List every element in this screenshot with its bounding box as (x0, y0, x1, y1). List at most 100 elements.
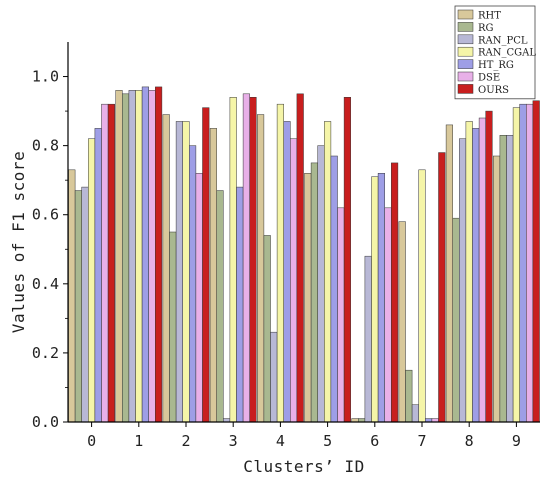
y-tick-label: 0.6 (32, 206, 59, 224)
bar-ran-cgal-cluster-8 (465, 121, 473, 423)
bar-ours-cluster-5 (343, 97, 351, 423)
bar-ht-rg-cluster-9 (519, 103, 527, 423)
legend-swatch-rg (457, 22, 474, 32)
bar-ran-cgal-cluster-3 (229, 97, 237, 423)
legend-label-dse: DSE (478, 73, 500, 84)
x-axis-title: Clusters’ ID (243, 457, 365, 476)
bar-rht-cluster-9 (493, 155, 501, 423)
bar-ours-cluster-1 (155, 86, 163, 423)
x-tick-label: 9 (512, 432, 521, 450)
bar-ours-cluster-4 (296, 93, 304, 423)
bars-layer (68, 86, 540, 423)
y-tick-label: 0.2 (32, 344, 59, 362)
bar-ours-cluster-7 (438, 152, 446, 423)
bar-ran-pcl-cluster-5 (317, 145, 325, 423)
x-tick-label: 1 (134, 432, 143, 450)
legend-label-ran-cgal: RAN_CGAL (478, 48, 536, 59)
bar-ran-pcl-cluster-2 (175, 121, 183, 423)
x-tick-label: 2 (181, 432, 190, 450)
x-tick-label: 3 (229, 432, 238, 450)
legend-swatch-ours (457, 84, 474, 94)
legend-swatch-ran-cgal (457, 46, 474, 57)
bar-ran-pcl-cluster-6 (364, 255, 372, 423)
bar-rht-cluster-1 (115, 90, 123, 423)
legend-label-ht-rg: HT_RG (478, 60, 514, 71)
bar-dse-cluster-4 (290, 138, 298, 423)
bar-dse-cluster-9 (526, 103, 534, 423)
bar-dse-cluster-8 (478, 117, 486, 423)
bar-ht-rg-cluster-4 (283, 121, 291, 423)
bar-ran-pcl-cluster-8 (459, 138, 467, 423)
bar-ours-cluster-9 (532, 100, 540, 423)
bar-ran-pcl-cluster-1 (128, 90, 136, 423)
bar-ht-rg-cluster-8 (472, 128, 480, 423)
bar-rg-cluster-9 (499, 135, 507, 423)
y-tick-label: 0.8 (32, 137, 59, 155)
bar-rht-cluster-3 (209, 128, 217, 423)
x-tick-label: 7 (417, 432, 426, 450)
bar-ran-cgal-cluster-4 (276, 103, 284, 423)
bar-dse-cluster-1 (148, 90, 156, 423)
bar-ran-cgal-cluster-5 (324, 121, 332, 423)
bar-ours-cluster-0 (107, 103, 115, 423)
bar-rg-cluster-2 (169, 231, 177, 423)
x-tick-label: 0 (87, 432, 96, 450)
x-tick-label: 4 (276, 432, 285, 450)
bar-ran-cgal-cluster-9 (512, 107, 520, 423)
x-tick-label: 5 (323, 432, 332, 450)
bar-ours-cluster-2 (202, 107, 210, 423)
y-tick-label: 0.4 (32, 275, 59, 293)
bar-ran-cgal-cluster-6 (371, 176, 379, 423)
bar-ran-pcl-cluster-0 (81, 186, 89, 423)
legend-swatch-ran-pcl (457, 34, 474, 45)
bar-rg-cluster-5 (310, 162, 318, 423)
bar-rht-cluster-8 (445, 124, 453, 423)
bar-rg-cluster-3 (216, 190, 224, 423)
bar-dse-cluster-3 (242, 93, 250, 423)
bar-rg-cluster-1 (122, 93, 130, 423)
bar-ran-cgal-cluster-1 (135, 90, 143, 423)
bar-ht-rg-cluster-2 (189, 145, 197, 423)
bar-rht-cluster-7 (398, 221, 406, 423)
x-tick-label: 8 (465, 432, 474, 450)
axes-layer (67, 42, 540, 423)
bar-rht-cluster-2 (162, 114, 170, 423)
bar-ht-rg-cluster-6 (377, 173, 385, 423)
legend-label-ran-pcl: RAN_PCL (478, 35, 528, 46)
bar-dse-cluster-6 (384, 207, 392, 423)
bar-dse-cluster-5 (337, 207, 345, 423)
y-tick-label: 0.0 (32, 413, 59, 431)
bar-ht-rg-cluster-3 (236, 186, 244, 423)
legend-swatch-rht (457, 9, 474, 20)
x-tick-label: 6 (370, 432, 379, 450)
bar-rht-cluster-5 (304, 173, 312, 423)
y-tick-label: 1.0 (32, 68, 59, 86)
legend-label-ours: OURS (478, 85, 509, 96)
legend-swatch-dse (457, 71, 474, 82)
bar-dse-cluster-2 (195, 173, 203, 423)
bar-rg-cluster-0 (74, 190, 82, 423)
bar-rg-cluster-8 (452, 217, 460, 423)
y-axis-title: Values of F1 score (9, 151, 28, 333)
bar-rht-cluster-4 (257, 114, 265, 423)
bar-ran-cgal-cluster-2 (182, 121, 190, 423)
bar-ht-rg-cluster-5 (330, 155, 338, 423)
bar-rg-cluster-4 (263, 235, 271, 423)
bar-ht-rg-cluster-1 (141, 86, 149, 423)
legend-label-rg: RG (478, 23, 494, 34)
bar-dse-cluster-0 (101, 103, 109, 423)
bar-rg-cluster-7 (405, 369, 413, 423)
bar-ran-pcl-cluster-7 (411, 404, 419, 423)
legend-label-rht: RHT (478, 11, 501, 22)
bar-ran-pcl-cluster-9 (506, 135, 514, 423)
ticks-layer: 0.0 0.2 0.4 0.6 0.8 1.0 0 1 2 3 4 5 6 7 8 9 (32, 68, 521, 450)
bar-ours-cluster-3 (249, 97, 257, 423)
legend-swatch-ht-rg (457, 59, 474, 69)
bar-ours-cluster-8 (485, 110, 493, 423)
bar-ht-rg-cluster-0 (94, 128, 102, 423)
bar-ran-cgal-cluster-7 (418, 169, 426, 423)
bar-ran-cgal-cluster-0 (88, 138, 96, 423)
